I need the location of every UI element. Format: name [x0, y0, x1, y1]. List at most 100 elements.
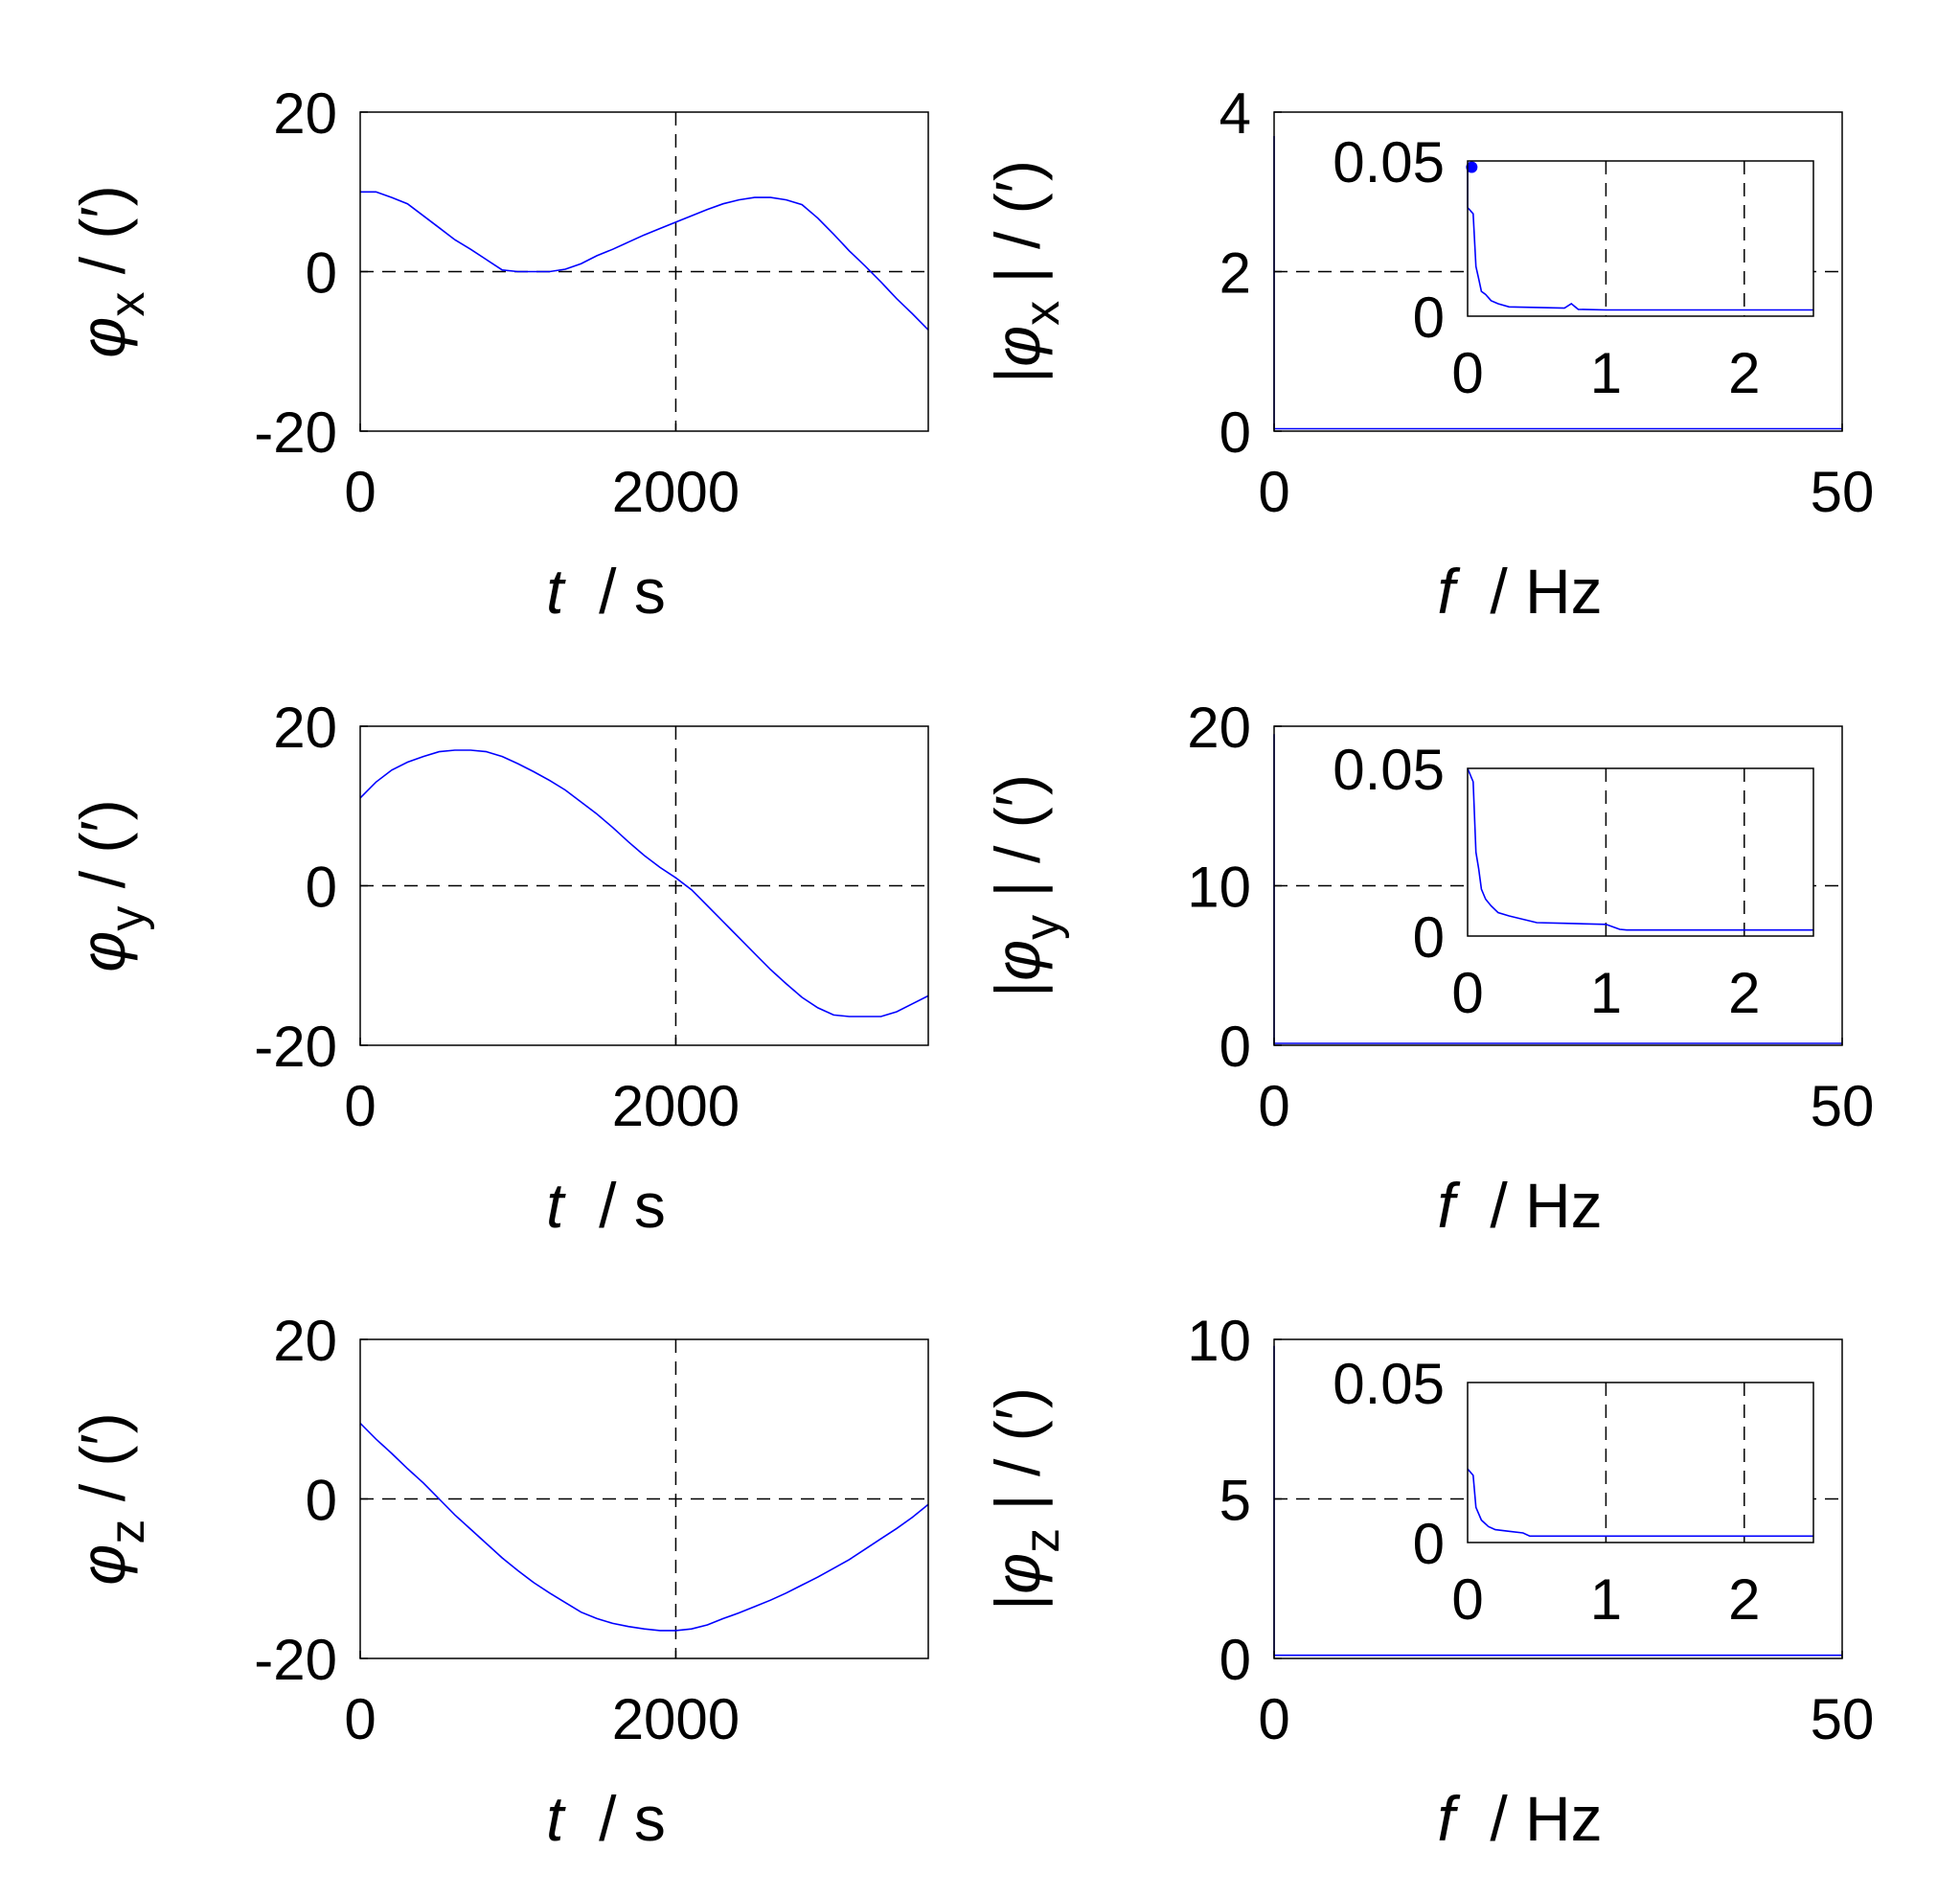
- y-axis-label-prefix: |: [982, 981, 1053, 997]
- y-tick-label: -20: [254, 1015, 337, 1079]
- inset-y-tick-label: 0.05: [1333, 1352, 1445, 1416]
- x-axis-label-unit: / s: [563, 1783, 665, 1854]
- y-tick-label: 20: [273, 81, 337, 146]
- y-axis-label-subscript: z: [100, 1520, 155, 1544]
- y-tick-label: 10: [1187, 856, 1251, 920]
- y-tick-label: 0: [306, 241, 337, 306]
- y-axis-label-unit: | / (′): [982, 774, 1053, 915]
- x-axis-label-unit: / Hz: [1455, 556, 1603, 627]
- x-tick-label: 0: [344, 460, 376, 524]
- chart-panel-2: 0 50 0 2 4 f / Hz |φx | / (′) 0 1 2 0 0.05: [982, 81, 1874, 627]
- y-axis-label-subscript: x: [1014, 301, 1070, 326]
- inset-panel: 0 1 2 0 0.05: [1333, 1352, 1814, 1632]
- plot-frame: [359, 111, 929, 432]
- inset-background: [1468, 768, 1813, 936]
- y-axis-label-subscript: y: [100, 906, 155, 931]
- inset-y-tick-label: 0.05: [1333, 130, 1445, 194]
- x-axis-label: t / s: [546, 1783, 666, 1854]
- inset-x-tick-label: 1: [1590, 1567, 1622, 1632]
- inset-frame: [1467, 767, 1814, 937]
- y-tick-label: 0: [306, 1469, 337, 1533]
- inset-series-line: [1467, 767, 1813, 931]
- x-tick-label: 2000: [612, 1687, 740, 1751]
- y-axis-label-prefix: |: [982, 1594, 1053, 1611]
- y-axis-label-symbol: φ: [67, 1544, 138, 1586]
- y-axis-label-unit: | / (′): [982, 1387, 1053, 1528]
- inset-data-marker: [1466, 161, 1478, 173]
- x-tick-label: 50: [1811, 1074, 1875, 1138]
- y-axis-label: φy / (′): [67, 799, 155, 971]
- x-tick-label: 2000: [612, 1074, 740, 1138]
- inset-y-tick-label: 0: [1413, 286, 1445, 350]
- x-tick-label: 0: [344, 1687, 376, 1751]
- y-tick-label: 0: [1219, 1015, 1251, 1079]
- x-tick-label: 0: [344, 1074, 376, 1138]
- y-axis-label-subscript: y: [1014, 915, 1070, 940]
- inset-y-tick-label: 0: [1413, 1512, 1445, 1576]
- inset-x-tick-label: 2: [1728, 341, 1760, 405]
- inset-background: [1468, 1383, 1813, 1543]
- inset-x-tick-label: 2: [1728, 961, 1760, 1025]
- y-tick-label: 0: [1219, 400, 1251, 465]
- x-axis-label-variable: t: [546, 1170, 566, 1241]
- inset-background: [1468, 161, 1813, 316]
- data-series-line: [360, 191, 929, 331]
- x-tick-label: 0: [1258, 460, 1289, 524]
- y-axis-label: |φy | / (′): [982, 774, 1070, 997]
- x-tick-label: 50: [1811, 460, 1875, 524]
- plot-frame: [359, 725, 929, 1046]
- y-axis-label-unit: / (′): [67, 1412, 138, 1519]
- inset-panel: 0 1 2 0 0.05: [1333, 738, 1814, 1025]
- x-axis-label: t / s: [546, 1170, 666, 1241]
- inset-x-tick-label: 0: [1451, 961, 1483, 1025]
- y-axis-label-symbol: φ: [982, 940, 1053, 981]
- y-tick-label: 20: [273, 696, 337, 760]
- y-axis-label: φx / (′): [67, 185, 155, 357]
- y-axis-label-symbol: φ: [982, 326, 1053, 367]
- x-axis-label-unit: / Hz: [1455, 1783, 1603, 1854]
- x-axis-label-unit: / Hz: [1455, 1170, 1603, 1241]
- inset-series-line: [1467, 1468, 1813, 1538]
- x-axis-label-variable: t: [546, 1783, 566, 1854]
- y-axis-label: |φx | / (′): [982, 160, 1070, 383]
- y-tick-label: -20: [254, 400, 337, 465]
- inset-x-tick-label: 0: [1451, 341, 1483, 405]
- x-axis-label: t / s: [546, 556, 666, 627]
- x-tick-label: 0: [1258, 1687, 1289, 1751]
- y-tick-label: 0: [306, 856, 337, 920]
- x-tick-label: 2000: [612, 460, 740, 524]
- inset-y-tick-label: 0: [1413, 905, 1445, 970]
- y-tick-label: 2: [1219, 241, 1251, 306]
- data-series-line: [359, 1422, 929, 1632]
- x-tick-label: 0: [1258, 1074, 1289, 1138]
- y-tick-label: 5: [1219, 1469, 1251, 1533]
- x-tick-label: 50: [1811, 1687, 1875, 1751]
- inset-y-tick-label: 0.05: [1333, 738, 1445, 802]
- inset-x-tick-label: 1: [1590, 961, 1622, 1025]
- y-axis-label-unit: / (′): [67, 185, 138, 291]
- plot-frame: [359, 1338, 929, 1659]
- inset-frame: [1467, 1382, 1814, 1543]
- y-axis-label-prefix: |: [982, 367, 1053, 383]
- inset-x-tick-label: 1: [1590, 341, 1622, 405]
- inset-panel: 0 1 2 0 0.05: [1333, 130, 1814, 405]
- x-axis-label: f / Hz: [1437, 556, 1602, 627]
- x-axis-label-unit: / s: [563, 1170, 665, 1241]
- y-tick-label: 10: [1187, 1309, 1251, 1373]
- y-tick-label: 20: [273, 1309, 337, 1373]
- inset-x-tick-label: 2: [1728, 1567, 1760, 1632]
- x-axis-label: f / Hz: [1437, 1170, 1602, 1241]
- x-axis-label-unit: / s: [563, 556, 665, 627]
- y-axis-label-symbol: φ: [67, 931, 138, 972]
- y-axis-label: φz / (′): [67, 1412, 155, 1585]
- y-axis-label-subscript: z: [1014, 1528, 1070, 1553]
- y-tick-label: -20: [254, 1628, 337, 1692]
- inset-frame: [1467, 160, 1814, 317]
- chart-panel-6: 0 50 0 5 10 f / Hz |φz | / (′) 0 1 2 0 0.05: [982, 1309, 1874, 1854]
- y-tick-label: 4: [1219, 81, 1251, 146]
- y-axis-label-subscript: x: [100, 292, 155, 317]
